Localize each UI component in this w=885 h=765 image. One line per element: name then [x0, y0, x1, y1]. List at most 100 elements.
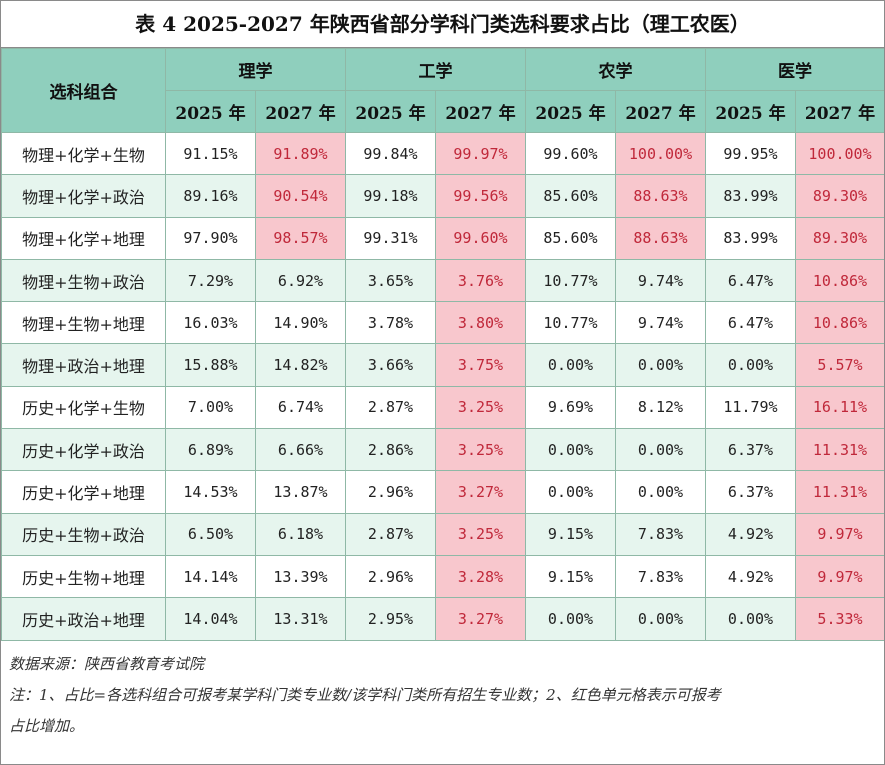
value-cell-increased: 16.11%: [795, 385, 884, 430]
value-cell: 97.90%: [165, 216, 256, 260]
subject-header-engineering: 工学: [345, 48, 526, 91]
value-cell: 99.95%: [705, 131, 796, 176]
value-cell: 14.82%: [255, 343, 346, 387]
value-cell: 0.00%: [705, 343, 796, 387]
value-cell-increased: 88.63%: [615, 216, 706, 260]
value-cell-increased: 10.86%: [795, 301, 884, 345]
value-cell: 89.16%: [165, 174, 256, 218]
value-cell: 0.00%: [705, 597, 796, 641]
value-cell: 3.66%: [345, 343, 436, 387]
value-cell: 6.47%: [705, 258, 796, 303]
year-header: 2027 年: [615, 90, 706, 133]
value-cell: 2.95%: [345, 597, 436, 641]
value-cell-increased: 99.97%: [435, 131, 526, 176]
value-cell-increased: 99.56%: [435, 174, 526, 218]
value-cell: 9.74%: [615, 301, 706, 345]
value-cell: 0.00%: [615, 470, 706, 514]
combo-header: 选科组合: [1, 48, 166, 133]
value-cell: 3.78%: [345, 301, 436, 345]
value-cell-increased: 100.00%: [795, 131, 884, 176]
value-cell: 3.65%: [345, 258, 436, 303]
table-row: 物理+生物+地理 16.03% 14.90% 3.78% 3.80% 10.77% 9.74…: [1, 301, 884, 345]
value-cell: 15.88%: [165, 343, 256, 387]
combo-cell: 历史+生物+地理: [1, 554, 166, 599]
value-cell-increased: 3.25%: [435, 385, 526, 430]
value-cell: 9.15%: [525, 512, 616, 556]
value-cell-increased: 3.76%: [435, 258, 526, 303]
value-cell: 6.74%: [255, 385, 346, 430]
footnote-line-1: 注：1、占比=各选科组合可报考某学科门类专业数/该学科门类所有招生专业数；2、红…: [9, 685, 721, 704]
value-cell: 14.53%: [165, 470, 256, 514]
value-cell-increased: 89.30%: [795, 216, 884, 260]
value-cell: 6.18%: [255, 512, 346, 556]
value-cell: 9.15%: [525, 554, 616, 599]
table-row: 历史+化学+生物 7.00% 6.74% 2.87% 3.25% 9.69% 8.12% 11…: [1, 385, 884, 430]
value-cell: 0.00%: [615, 597, 706, 641]
value-cell-increased: 3.28%: [435, 554, 526, 599]
value-cell-increased: 5.57%: [795, 343, 884, 387]
value-cell: 6.50%: [165, 512, 256, 556]
value-cell-increased: 3.25%: [435, 428, 526, 472]
value-cell: 6.66%: [255, 428, 346, 472]
value-cell: 91.15%: [165, 131, 256, 176]
value-cell: 6.47%: [705, 301, 796, 345]
subject-header-agriculture: 农学: [525, 48, 706, 91]
table-row: 历史+政治+地理 14.04% 13.31% 2.95% 3.27% 0.00% 0.00%…: [1, 597, 884, 641]
value-cell-increased: 3.27%: [435, 470, 526, 514]
value-cell: 85.60%: [525, 216, 616, 260]
table-row: 历史+化学+地理 14.53% 13.87% 2.96% 3.27% 0.00% 0.00%…: [1, 470, 884, 514]
value-cell: 83.99%: [705, 174, 796, 218]
value-cell: 13.31%: [255, 597, 346, 641]
value-cell: 6.89%: [165, 428, 256, 472]
combo-cell: 历史+化学+生物: [1, 385, 166, 430]
value-cell: 14.90%: [255, 301, 346, 345]
value-cell: 8.12%: [615, 385, 706, 430]
value-cell: 2.86%: [345, 428, 436, 472]
value-cell: 6.37%: [705, 470, 796, 514]
year-header: 2027 年: [255, 90, 346, 133]
data-source-note: 数据来源：陕西省教育考试院: [9, 654, 205, 673]
year-header: 2027 年: [435, 90, 526, 133]
value-cell-increased: 10.86%: [795, 258, 884, 303]
value-cell: 16.03%: [165, 301, 256, 345]
combo-cell: 历史+化学+地理: [1, 470, 166, 514]
value-cell: 0.00%: [525, 428, 616, 472]
table-row: 物理+化学+生物 91.15% 91.89% 99.84% 99.97% 99.60% 10…: [1, 131, 884, 176]
value-cell: 14.14%: [165, 554, 256, 599]
year-header: 2027 年: [795, 90, 884, 133]
value-cell: 4.92%: [705, 512, 796, 556]
combo-cell: 物理+政治+地理: [1, 343, 166, 387]
value-cell: 0.00%: [615, 343, 706, 387]
value-cell: 99.84%: [345, 131, 436, 176]
table-notes: 数据来源：陕西省教育考试院 注：1、占比=各选科组合可报考某学科门类专业数/该学…: [1, 641, 884, 742]
year-header: 2025 年: [705, 90, 796, 133]
combo-cell: 历史+政治+地理: [1, 597, 166, 641]
value-cell: 0.00%: [615, 428, 706, 472]
table-row: 历史+化学+政治 6.89% 6.66% 2.86% 3.25% 0.00% 0.00% 6.…: [1, 428, 884, 472]
combo-cell: 物理+化学+地理: [1, 216, 166, 260]
value-cell-increased: 3.75%: [435, 343, 526, 387]
value-cell: 99.31%: [345, 216, 436, 260]
year-header: 2025 年: [165, 90, 256, 133]
table-row: 物理+政治+地理 15.88% 14.82% 3.66% 3.75% 0.00% 0.00%…: [1, 343, 884, 387]
value-cell: 0.00%: [525, 470, 616, 514]
value-cell-increased: 88.63%: [615, 174, 706, 218]
value-cell-increased: 100.00%: [615, 131, 706, 176]
table-row: 物理+生物+政治 7.29% 6.92% 3.65% 3.76% 10.77% 9.74% 6…: [1, 258, 884, 303]
value-cell: 7.83%: [615, 512, 706, 556]
combo-cell: 物理+生物+政治: [1, 258, 166, 303]
table-row: 物理+化学+地理 97.90% 98.57% 99.31% 99.60% 85.60% 88…: [1, 216, 884, 260]
table-header: 选科组合 理学 工学 农学 医学 2025 年 2027 年 2025 年 20…: [1, 48, 884, 133]
combo-cell: 历史+生物+政治: [1, 512, 166, 556]
value-cell-increased: 3.25%: [435, 512, 526, 556]
value-cell-increased: 11.31%: [795, 470, 884, 514]
value-cell: 10.77%: [525, 258, 616, 303]
table-body: 物理+化学+生物 91.15% 91.89% 99.84% 99.97% 99.60% 10…: [1, 131, 884, 641]
year-header: 2025 年: [345, 90, 436, 133]
table-row: 历史+生物+地理 14.14% 13.39% 2.96% 3.28% 9.15% 7.83%…: [1, 554, 884, 599]
value-cell-increased: 90.54%: [255, 174, 346, 218]
value-cell-increased: 91.89%: [255, 131, 346, 176]
value-cell-increased: 3.80%: [435, 301, 526, 345]
value-cell: 10.77%: [525, 301, 616, 345]
